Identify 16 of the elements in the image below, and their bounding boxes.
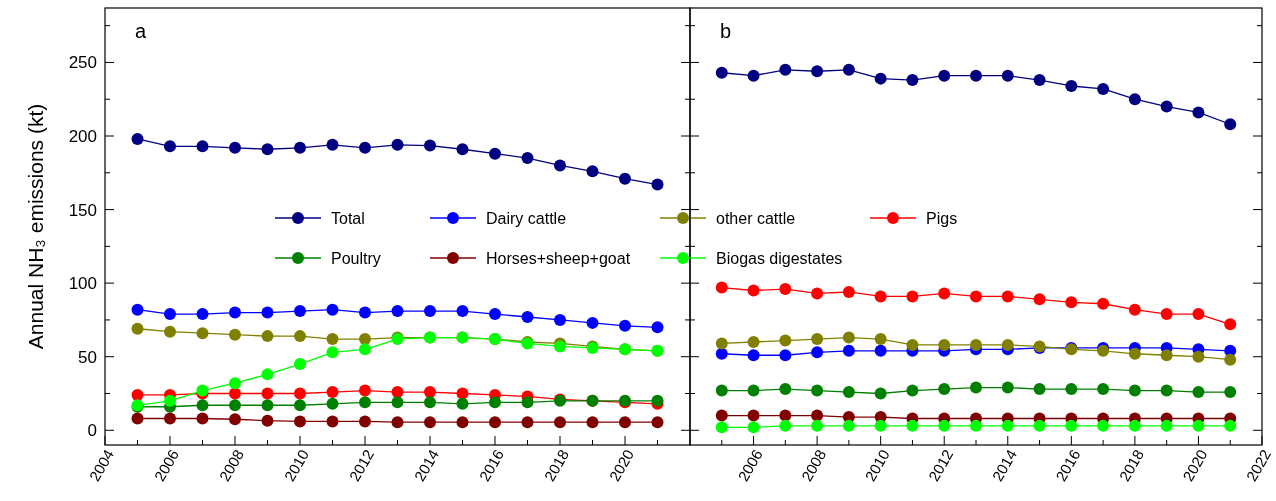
legend-label: other cattle: [716, 209, 796, 227]
legend-label: Pigs: [926, 209, 958, 227]
legend-label: Horses+sheep+goat: [486, 249, 631, 267]
legend-label: Biogas digestates: [716, 249, 843, 267]
y-tick-label: 100: [68, 274, 97, 294]
y-tick-label: 0: [87, 421, 97, 441]
y-tick-label: 50: [78, 347, 97, 367]
y-tick-label: 200: [68, 126, 97, 146]
y-tick-label: 150: [68, 200, 97, 220]
text: a: [135, 20, 147, 42]
legend-label: Total: [331, 209, 365, 227]
text: b: [720, 20, 732, 42]
legend-label: Dairy cattle: [486, 209, 567, 227]
y-axis-title: Annual NH₃ emissions (kt): [24, 103, 47, 350]
legend-label: Poultry: [331, 249, 381, 267]
y-tick-label: 250: [68, 53, 97, 73]
